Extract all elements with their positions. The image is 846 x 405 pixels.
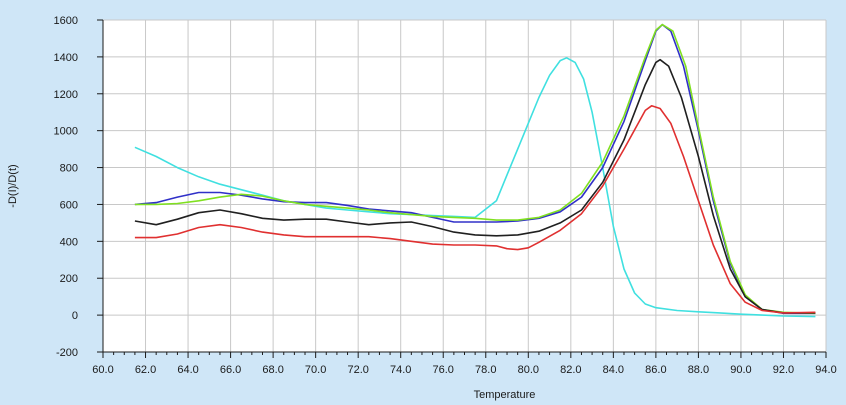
series-line-5 <box>134 105 816 314</box>
x-tick-label: 92.0 <box>773 364 794 376</box>
x-tick-label: 72.0 <box>347 364 368 376</box>
x-tick-label: 80.0 <box>518 364 539 376</box>
y-tick-label: 1000 <box>54 126 78 138</box>
x-tick-label: 84.0 <box>603 364 624 376</box>
x-tick-label: 78.0 <box>475 364 496 376</box>
plot-area <box>103 20 826 352</box>
x-tick-label: 74.0 <box>390 364 411 376</box>
x-tick-label: 76.0 <box>433 364 454 376</box>
x-tick-label: 60.0 <box>92 364 113 376</box>
series-line-3 <box>134 23 816 315</box>
y-tick-label: 600 <box>60 199 78 211</box>
tick-labels: 60.0 62.0 64.0 66.0 68.0 70.0 72.0 74.0 76.0 78.0… <box>54 15 837 376</box>
x-tick-label: 70.0 <box>305 364 326 376</box>
x-tick-label: 94.0 <box>815 364 836 376</box>
grid-lines <box>102 19 827 353</box>
y-tick-label: 800 <box>60 163 78 175</box>
x-tick-label: 68.0 <box>262 364 283 376</box>
y-axis-title: -D(I)/D(t) <box>7 164 19 207</box>
x-tick-label: 62.0 <box>135 364 156 376</box>
x-tick-label: 64.0 <box>177 364 198 376</box>
y-tick-label: 200 <box>60 273 78 285</box>
x-tick-label: 88.0 <box>688 364 709 376</box>
y-tick-label: -200 <box>56 347 78 359</box>
x-axis-title: Temperature <box>474 389 536 401</box>
y-tick-label: 1400 <box>54 52 78 64</box>
y-tick-label: 0 <box>72 310 78 322</box>
x-tick-label: 90.0 <box>730 364 751 376</box>
x-tick-label: 66.0 <box>220 364 241 376</box>
x-tick-label: 86.0 <box>645 364 666 376</box>
series-line-4 <box>134 58 816 314</box>
y-tick-label: 400 <box>60 236 78 248</box>
series-layer <box>134 23 816 318</box>
y-tick-label: 1200 <box>54 89 78 101</box>
axes <box>97 19 827 358</box>
y-tick-label: 1600 <box>54 15 78 27</box>
x-tick-label: 82.0 <box>560 364 581 376</box>
